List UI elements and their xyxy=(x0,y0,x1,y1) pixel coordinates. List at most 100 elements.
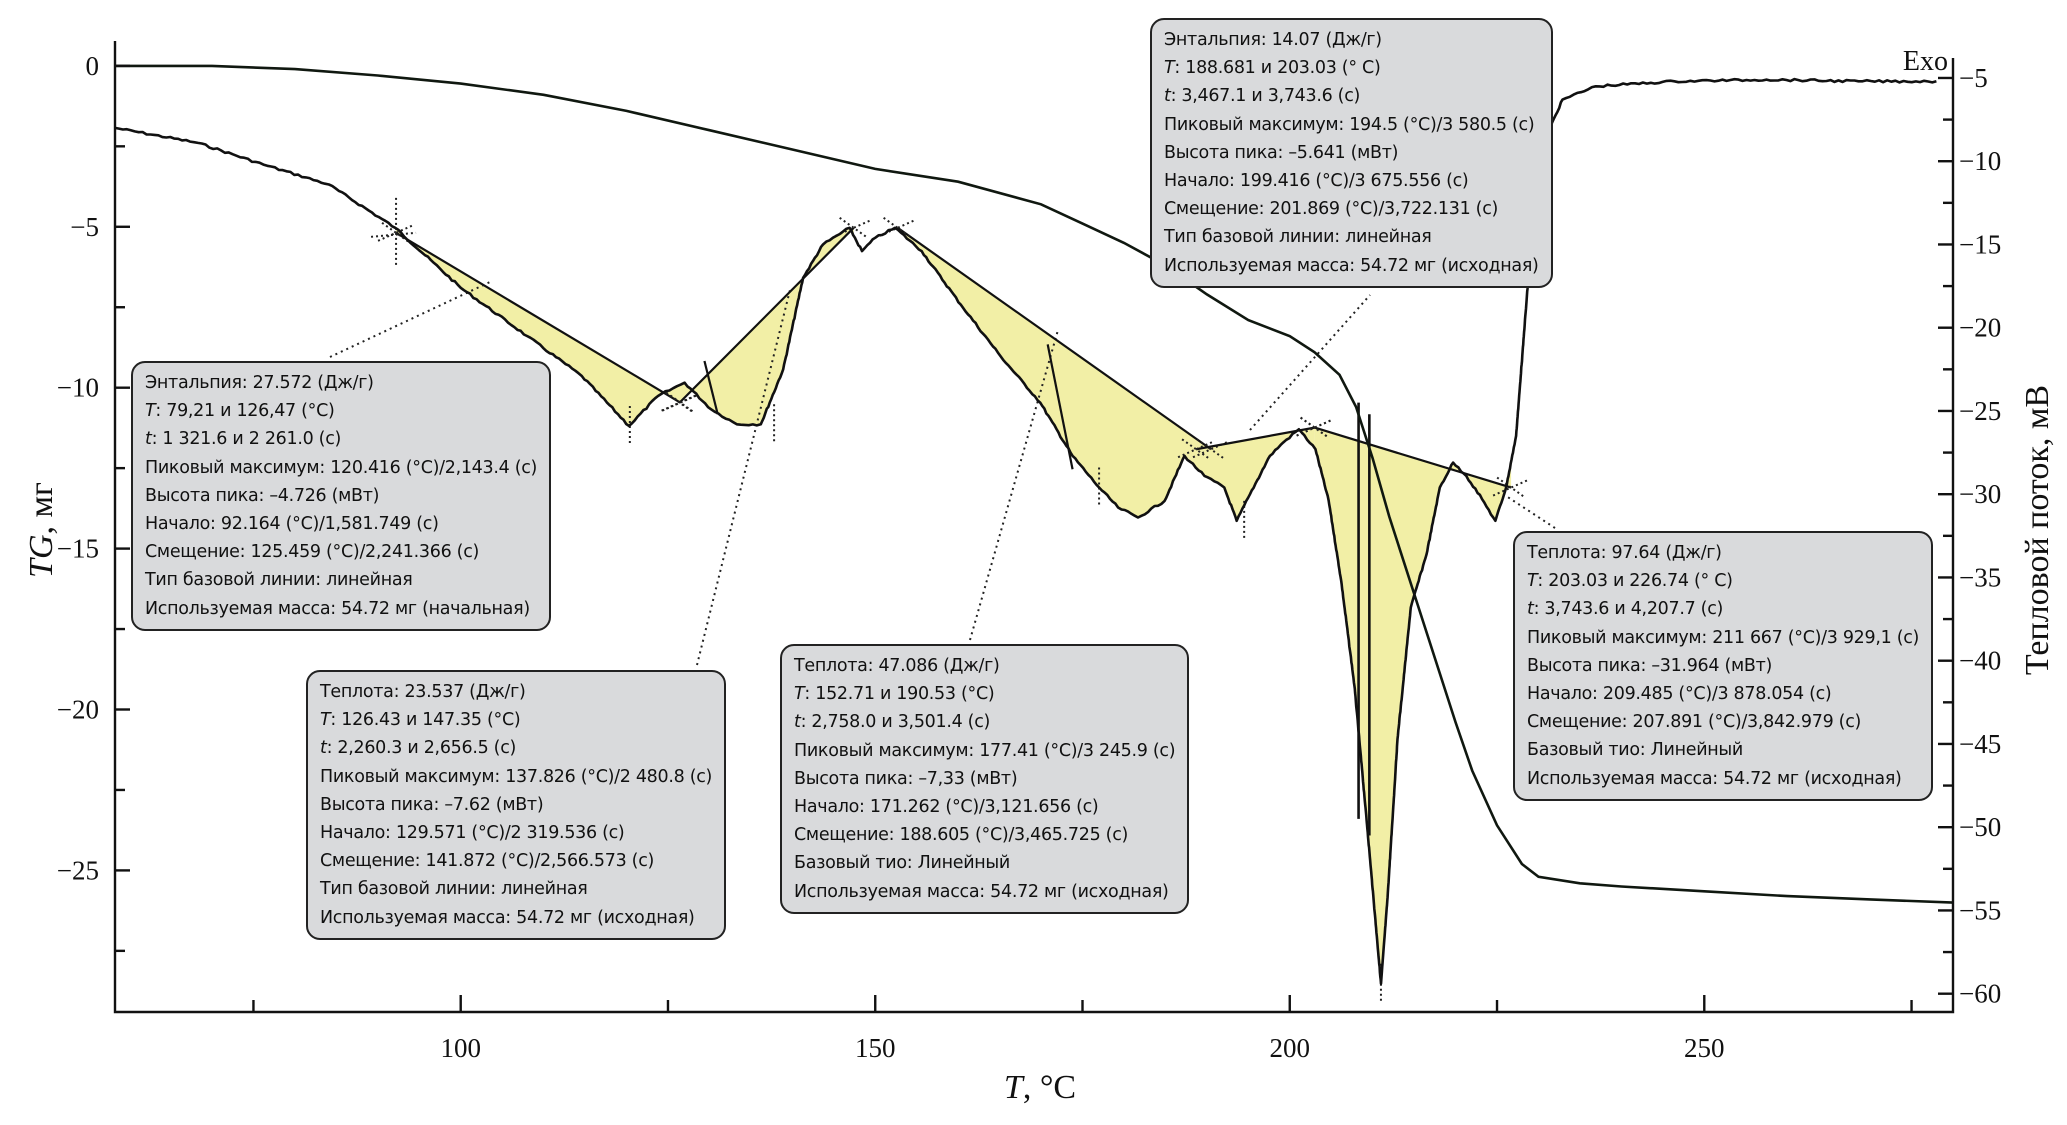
info-label: Начало: xyxy=(1527,684,1603,705)
y-left-axis-title: TG, мг xyxy=(23,482,60,578)
peak-3-marker xyxy=(1192,438,1230,461)
y-left-tick-label: −25 xyxy=(57,855,99,885)
leader-line xyxy=(1249,294,1371,431)
curves xyxy=(114,64,1954,985)
info-value: линейная xyxy=(326,570,413,591)
y-right-tick-label: −45 xyxy=(1959,729,2001,759)
peak-5-fill xyxy=(1314,427,1512,984)
info-label: Энтальпия: xyxy=(1164,30,1272,50)
peak-3-info-box: Теплота: 47.086 (Дж/г) T: 152.71 и 190.53… xyxy=(780,644,1190,914)
info-value: 137.826 (°C)/2 480.8 (с) xyxy=(505,766,713,787)
info-label: Высота пика: xyxy=(1527,655,1652,676)
info-label: Смещение: xyxy=(794,825,900,846)
dsc-curve xyxy=(114,77,1937,985)
y-left-axis-title-var: TG xyxy=(23,535,60,578)
info-value: : 188.681 и 203.03 (° C) xyxy=(1174,58,1381,79)
info-label: Смещение: xyxy=(1527,712,1633,733)
info-label: Тип базовой линии: xyxy=(1164,227,1346,248)
info-value: 207.891 (°C)/3,842.979 (с) xyxy=(1632,712,1862,733)
info-line: Начало: 199.416 (°C)/3 675.556 (с) xyxy=(1164,167,1539,195)
info-value: 177.41 (°C)/3 245.9 (с) xyxy=(979,740,1176,761)
info-value: –5.641 (мВт) xyxy=(1288,142,1399,163)
info-label: t xyxy=(145,429,152,450)
info-line: t: 2,260.3 и 2,656.5 (с) xyxy=(320,734,712,762)
info-label: Используемая масса: xyxy=(794,881,991,902)
info-value: : 2,260.3 и 2,656.5 (с) xyxy=(326,738,517,759)
info-label: Пиковый максимум: xyxy=(145,457,331,478)
y-right-tick-label: −5 xyxy=(1959,63,1988,93)
info-line: Начало: 209.485 (°C)/3 878.054 (с) xyxy=(1527,680,1919,708)
info-value: 125.459 (°C)/2,241.366 (с) xyxy=(250,542,480,563)
info-value: : 152.71 и 190.53 (°C) xyxy=(804,684,995,705)
x-tick-label: 250 xyxy=(1684,1033,1725,1063)
info-line: Начало: 171.262 (°C)/3,121.656 (с) xyxy=(794,793,1175,821)
info-label: Базовый тио: xyxy=(794,853,918,874)
info-label: T xyxy=(1164,58,1175,79)
info-value: : 79,21 и 126,47 (°C) xyxy=(155,401,335,422)
y-left-tick-label: 0 xyxy=(86,51,100,81)
leader-line xyxy=(1499,491,1556,529)
peak-1-info-box: Энтальпия: 27.572 (Дж/г) T: 79,21 и 126,4… xyxy=(131,361,552,631)
info-label: t xyxy=(1164,86,1171,107)
info-value: 54.72 мг (исходная) xyxy=(516,907,695,928)
leader-line xyxy=(329,281,491,358)
info-label: Начало: xyxy=(1164,171,1240,192)
y-right-tick-label: −20 xyxy=(1959,313,2001,343)
info-line: Смещение: 201.869 (°C)/3,722.131 (с) xyxy=(1164,195,1539,223)
y-left-tick-label: −20 xyxy=(57,694,99,724)
info-line: Используемая масса: 54.72 мг (начальная) xyxy=(145,595,537,623)
info-label: Смещение: xyxy=(145,542,251,563)
info-value: –4.726 (мВт) xyxy=(269,485,380,506)
info-line: Пиковый максимум: 137.826 (°C)/2 480.8 (… xyxy=(320,763,712,791)
info-line: Базовый тио: Линейный xyxy=(794,849,1175,877)
info-line: Теплота: 97.64 (Дж/г) xyxy=(1527,539,1919,567)
info-label: Начало: xyxy=(145,514,221,535)
info-label: Используемая масса: xyxy=(320,907,517,928)
info-line: Тип базовой линии: линейная xyxy=(1164,223,1539,251)
y-right-tick-label: −50 xyxy=(1959,812,2001,842)
info-line: Используемая масса: 54.72 мг (исходная) xyxy=(1527,765,1919,793)
info-label: Начало: xyxy=(794,797,870,818)
info-line: t: 3,743.6 и 4,207.7 (с) xyxy=(1527,595,1919,623)
axes: 100 150 200 250 0 −5 −10 −15 −20 −25 −5 −10 −15 −20 −2… xyxy=(57,41,2001,1063)
info-value: 23.537 (Дж/г) xyxy=(404,682,526,702)
info-line: Высота пика: –5.641 (мВт) xyxy=(1164,139,1539,167)
info-line: Базовый тио: Линейный xyxy=(1527,736,1919,764)
info-line: t: 1 321.6 и 2 261.0 (с) xyxy=(145,425,537,453)
peak-4-marker xyxy=(1177,438,1215,461)
info-label: Используемая масса: xyxy=(145,598,342,619)
info-label: T xyxy=(1527,571,1538,592)
info-value: 188.605 (°C)/3,465.725 (с) xyxy=(899,825,1129,846)
info-value: 54.72 мг (исходная) xyxy=(990,881,1169,902)
info-label: Высота пика: xyxy=(145,485,270,506)
info-value: 54.72 мг (исходная) xyxy=(1360,255,1539,276)
annotation-leaders xyxy=(329,281,1556,666)
info-value: : 126.43 и 147.35 (°C) xyxy=(330,710,521,731)
info-value: –7.62 (мВт) xyxy=(444,794,544,815)
info-label: Используемая масса: xyxy=(1164,255,1361,276)
x-tick-label: 100 xyxy=(440,1033,481,1063)
info-value: линейная xyxy=(1345,227,1432,248)
y-left-tick-label: −5 xyxy=(70,212,99,242)
tg-curve xyxy=(115,64,1954,904)
onset-crosshair xyxy=(370,197,417,268)
info-value: : 3,467.1 и 3,743.6 (с) xyxy=(1170,86,1361,107)
y-right-axis-title: Тепловой поток, мВ xyxy=(2019,385,2056,675)
info-label: Смещение: xyxy=(320,851,426,872)
info-line: Пиковый максимум: 120.416 (°C)/2,143.4 (… xyxy=(145,454,537,482)
y-right-tick-label: −10 xyxy=(1959,146,2001,176)
info-label: Начало: xyxy=(320,823,396,844)
info-line: Используемая масса: 54.72 мг (исходная) xyxy=(320,904,712,932)
peak-2-info-box: Теплота: 23.537 (Дж/г) T: 126.43 и 147.35… xyxy=(306,670,727,940)
info-label: t xyxy=(320,738,327,759)
y-right-tick-label: −40 xyxy=(1959,646,2001,676)
info-value: 54.72 мг (начальная) xyxy=(341,598,530,619)
info-label: T xyxy=(145,401,156,422)
info-value: : 2,758.0 и 3,501.4 (с) xyxy=(800,712,991,733)
info-label: T xyxy=(794,684,805,705)
info-label: t xyxy=(794,712,801,733)
y-left-tick-label: −15 xyxy=(57,534,99,564)
info-line: T: 203.03 и 226.74 (° C) xyxy=(1527,567,1919,595)
info-label: Теплота: xyxy=(320,682,405,702)
info-line: T: 152.71 и 190.53 (°C) xyxy=(794,680,1175,708)
